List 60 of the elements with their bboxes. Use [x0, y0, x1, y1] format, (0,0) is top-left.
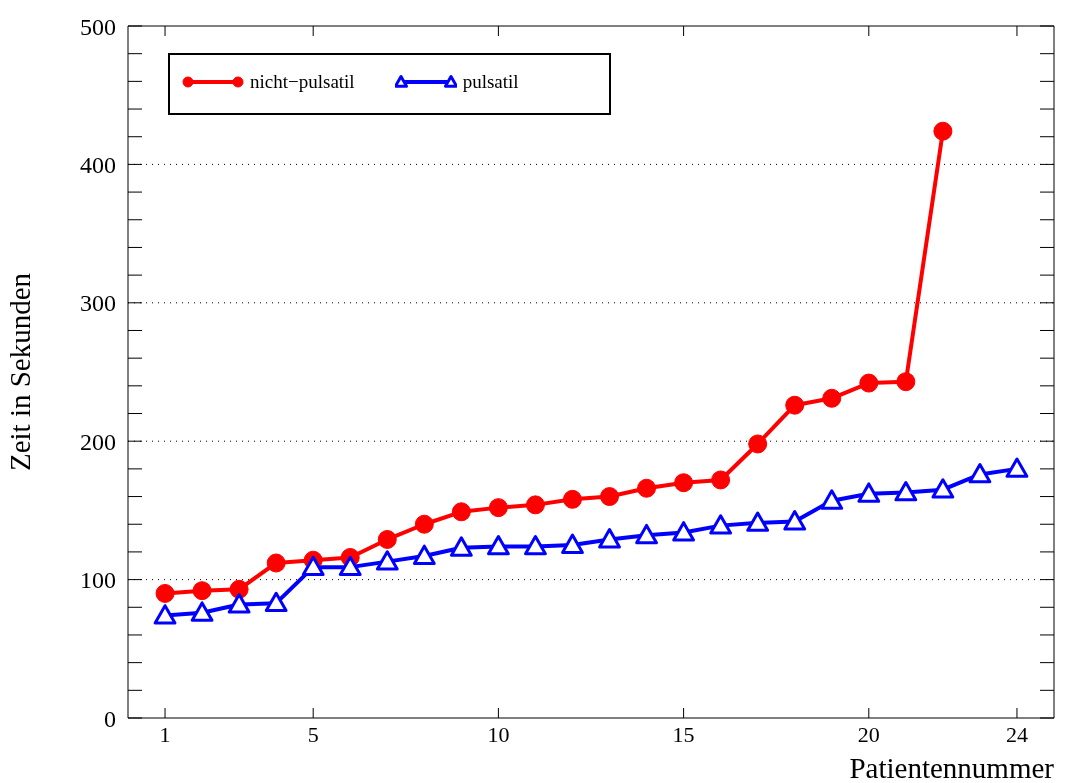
point	[488, 498, 508, 518]
point	[190, 601, 214, 622]
point	[859, 373, 879, 393]
x-tick-label: 10	[487, 721, 510, 747]
point	[266, 553, 286, 573]
y-tick-label: 300	[80, 290, 116, 317]
point	[301, 555, 325, 577]
point	[637, 478, 657, 498]
x-tick-label: 15	[672, 721, 695, 747]
point	[672, 521, 695, 542]
point	[709, 514, 733, 535]
point	[635, 523, 658, 545]
point	[600, 487, 620, 507]
point	[561, 533, 584, 554]
point	[896, 372, 916, 392]
x-tick-label: 24	[1005, 721, 1028, 747]
y-tick-label: 500	[80, 13, 116, 40]
x-tick-label: 20	[857, 721, 880, 747]
point	[822, 388, 842, 408]
point	[414, 514, 434, 534]
point	[857, 482, 881, 503]
point	[229, 579, 249, 599]
point	[451, 502, 471, 522]
point	[338, 555, 362, 577]
point	[155, 583, 175, 603]
point	[894, 481, 918, 502]
point	[412, 544, 436, 565]
point	[785, 395, 805, 415]
point	[487, 534, 510, 556]
point	[192, 581, 212, 601]
point	[375, 550, 399, 571]
point	[933, 121, 953, 141]
point	[153, 604, 177, 625]
point	[1005, 457, 1029, 478]
x-axis-title: Patientennummer	[849, 752, 1055, 783]
point	[562, 489, 582, 509]
point	[820, 489, 844, 510]
x-tick-label: 1	[159, 721, 171, 747]
y-axis-title: Zeit in Sekunden	[4, 272, 37, 472]
point	[525, 495, 545, 515]
point	[524, 534, 547, 556]
legend-label: pulsatil	[461, 71, 519, 93]
point	[377, 529, 397, 549]
y-tick-label: 400	[80, 151, 116, 178]
point	[227, 593, 251, 614]
y-tick-label: 100	[80, 567, 116, 594]
point	[968, 463, 992, 484]
y-tick-label: 0	[104, 705, 116, 732]
point	[746, 511, 770, 532]
point	[783, 510, 807, 531]
point	[674, 473, 694, 493]
point	[264, 591, 288, 613]
y-tick-label: 200	[80, 428, 116, 455]
point	[449, 536, 473, 557]
point	[748, 434, 768, 454]
x-tick-label: 5	[307, 721, 319, 747]
point	[931, 478, 955, 499]
point	[598, 528, 621, 549]
legend-label: nicht−pulsatil	[249, 71, 355, 93]
point	[711, 470, 731, 490]
